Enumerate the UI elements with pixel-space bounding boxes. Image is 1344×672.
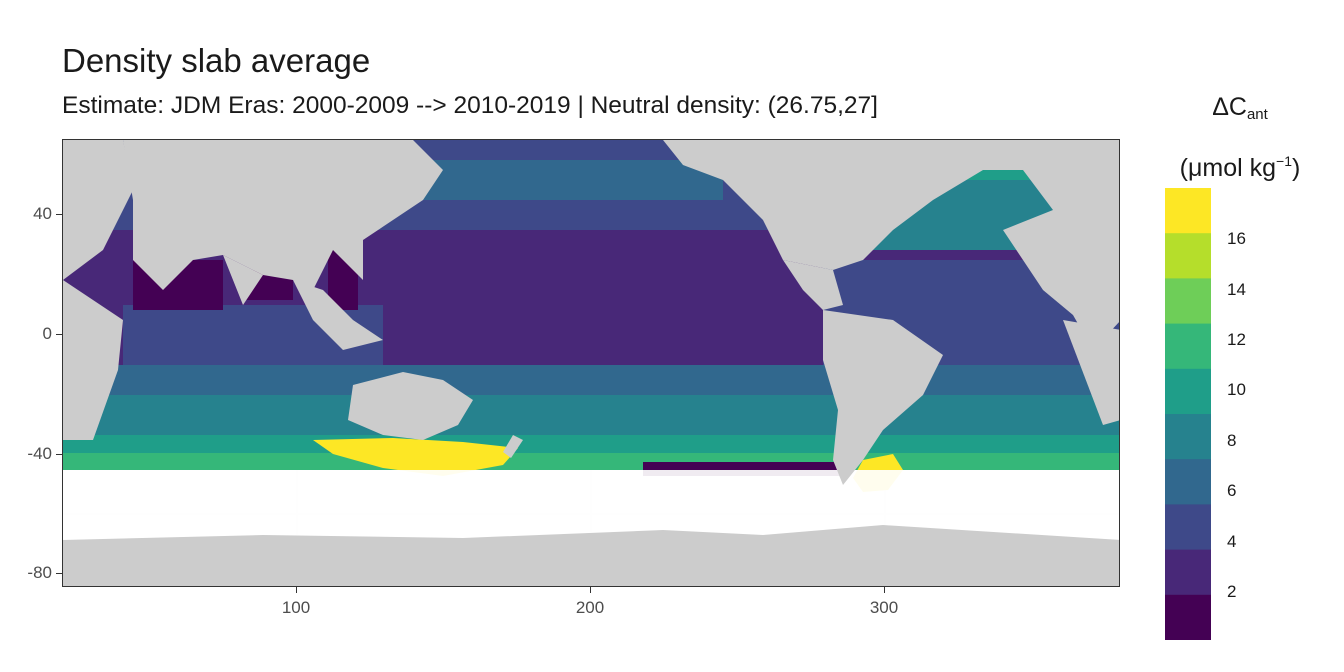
x-tick-label: 200 bbox=[575, 598, 605, 617]
map-canvas bbox=[63, 140, 1119, 586]
legend-label: 2 bbox=[1227, 582, 1237, 601]
legend-swatch bbox=[1165, 278, 1211, 325]
legend-swatch bbox=[1165, 368, 1211, 415]
band-south-4 bbox=[63, 453, 1119, 470]
band-south-3 bbox=[63, 435, 1119, 453]
legend-symbol: ΔC bbox=[1212, 93, 1247, 121]
x-tick-mark bbox=[884, 587, 885, 593]
legend-title: ΔCant (μmol kg−1) bbox=[1160, 84, 1320, 191]
legend-subscript: ant bbox=[1246, 106, 1268, 123]
plot-title: Density slab average bbox=[62, 42, 371, 79]
land-africa-west bbox=[1063, 320, 1119, 425]
y-tick-mark bbox=[56, 454, 62, 455]
land-central-america bbox=[783, 260, 843, 310]
plot-subtitle: Estimate: JDM Eras: 2000-2009 --> 2010-2… bbox=[62, 92, 878, 119]
legend-label: 16 bbox=[1227, 229, 1246, 248]
land-africa-east bbox=[63, 140, 133, 280]
land-india bbox=[223, 255, 263, 305]
legend-unit-suffix: ) bbox=[1292, 154, 1301, 182]
land-south-america bbox=[823, 310, 943, 485]
legend-swatch bbox=[1165, 549, 1211, 596]
band-south-1 bbox=[63, 365, 1119, 395]
map-panel bbox=[62, 139, 1120, 587]
y-tick-mark bbox=[56, 334, 62, 335]
land-asia bbox=[123, 140, 443, 290]
legend-unit-exponent: −1 bbox=[1276, 153, 1292, 169]
land-europe-africa bbox=[1003, 170, 1119, 350]
land-australia bbox=[348, 372, 473, 440]
band-north-pacific bbox=[413, 160, 723, 200]
y-tick-label: -80 bbox=[27, 563, 52, 582]
legend-swatch bbox=[1165, 459, 1211, 505]
legend-swatch bbox=[1165, 414, 1211, 460]
x-tick-mark bbox=[296, 587, 297, 593]
land-se-asia bbox=[293, 280, 383, 350]
yellow-tasman-region bbox=[313, 438, 518, 476]
land-africa-south bbox=[63, 280, 123, 440]
legend-unit: (μmol kg bbox=[1179, 154, 1277, 182]
legend-label: 4 bbox=[1227, 532, 1237, 551]
legend-swatch bbox=[1165, 188, 1211, 234]
legend-label: 12 bbox=[1227, 330, 1246, 349]
x-tick-label: 300 bbox=[869, 598, 899, 617]
legend-swatch bbox=[1165, 504, 1211, 551]
land bbox=[63, 140, 1119, 586]
x-tick-label: 100 bbox=[281, 598, 311, 617]
legend-label: 6 bbox=[1227, 481, 1237, 500]
y-tick-label: 0 bbox=[42, 324, 52, 343]
x-tick-mark bbox=[590, 587, 591, 593]
y-tick-mark bbox=[56, 573, 62, 574]
land-north-america bbox=[663, 140, 1119, 270]
y-tick-label: 40 bbox=[33, 204, 52, 223]
y-tick-mark bbox=[56, 214, 62, 215]
legend-swatch bbox=[1165, 323, 1211, 370]
legend-label: 10 bbox=[1227, 380, 1246, 399]
legend-swatch bbox=[1165, 594, 1211, 640]
legend-swatch bbox=[1165, 233, 1211, 279]
legend-label: 14 bbox=[1227, 280, 1246, 299]
band-south-2 bbox=[63, 395, 1119, 435]
y-tick-label: -40 bbox=[27, 444, 52, 463]
legend-colorbar bbox=[1165, 188, 1211, 640]
land-antarctica bbox=[63, 525, 1119, 586]
legend-label: 8 bbox=[1227, 431, 1237, 450]
land-new-zealand bbox=[503, 435, 523, 458]
